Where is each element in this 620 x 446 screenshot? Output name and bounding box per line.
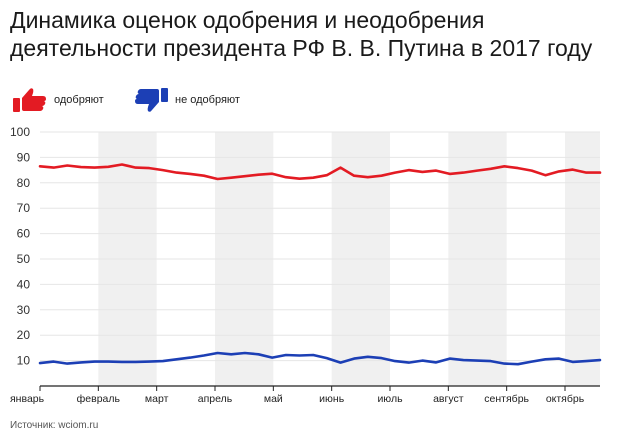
x-tick-label: февраль: [77, 393, 121, 405]
x-tick-label: июль: [377, 393, 403, 405]
legend-label-disapprove: не одобряют: [175, 94, 240, 106]
chart-title: Динамика оценок одобрения и неодобрения …: [10, 7, 593, 61]
y-tick-label: 30: [17, 303, 31, 317]
series-line-disapprove: [38, 351, 602, 366]
x-tick-label: сентябрь: [484, 393, 529, 405]
x-tick-label: апрель: [198, 393, 233, 405]
x-tick-label: март: [145, 393, 169, 405]
x-tick-label: октябрь: [546, 393, 585, 405]
y-tick-label: 80: [17, 176, 31, 190]
y-tick-label: 60: [17, 227, 31, 241]
thumb-down-icon: [135, 88, 168, 112]
y-tick-label: 10: [17, 354, 31, 368]
x-tick-label: май: [264, 393, 283, 405]
x-tick-label: август: [433, 393, 464, 405]
y-tick-label: 50: [17, 252, 31, 266]
thumb-up-icon: [13, 88, 46, 112]
legend-item-disapprove: не одобряют: [133, 86, 240, 114]
y-tick-label: 70: [17, 201, 31, 215]
legend-item-approve: одобряют: [12, 86, 104, 114]
y-tick-label: 20: [17, 328, 31, 342]
series-line-approve: [38, 163, 602, 181]
y-tick-label: 40: [17, 277, 31, 291]
legend-label-approve: одобряют: [54, 94, 104, 106]
y-tick-label: 90: [17, 150, 31, 164]
x-tick-label: июнь: [319, 393, 345, 405]
y-tick-label: 100: [10, 125, 30, 139]
source-note: Источник: wciom.ru: [10, 420, 99, 431]
x-tick-label: январь: [10, 393, 45, 405]
